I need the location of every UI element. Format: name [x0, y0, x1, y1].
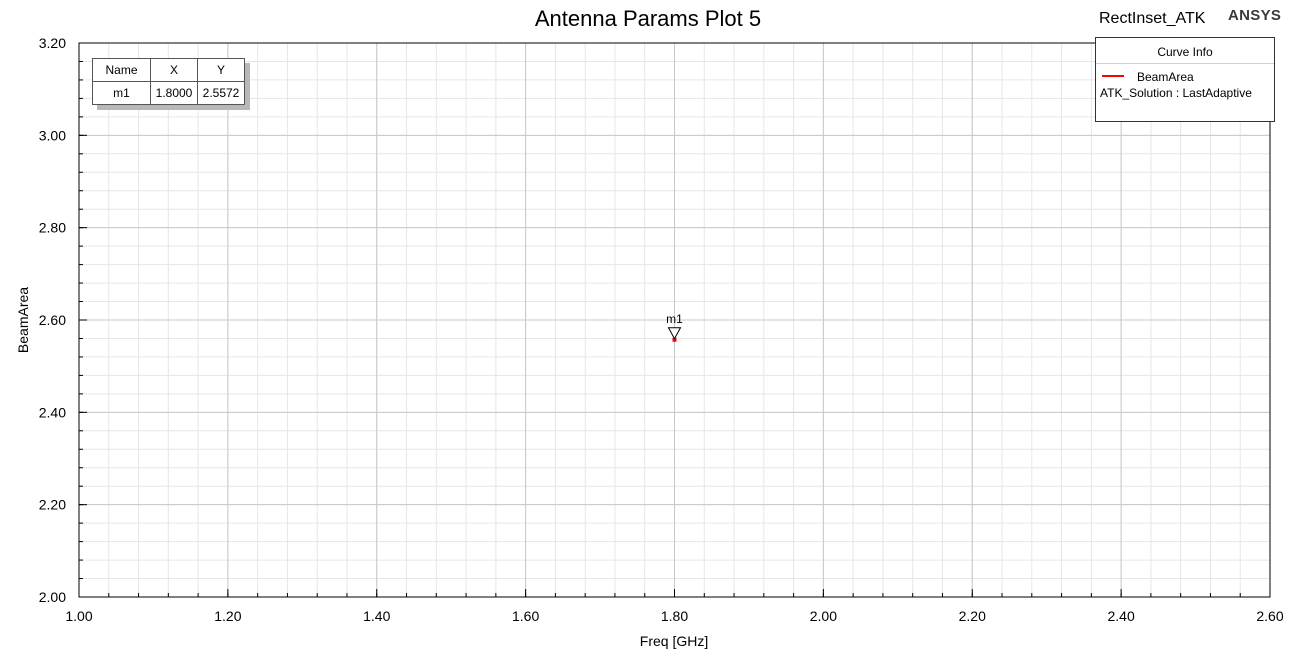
marker-table-row[interactable]: m1 1.8000 2.5572	[92, 81, 245, 105]
x-tick-label: 2.00	[810, 608, 837, 624]
marker-triangle-icon	[667, 327, 682, 340]
marker-name-cell: m1	[92, 81, 151, 105]
legend-curve-source: ATK_Solution : LastAdaptive	[1100, 86, 1252, 100]
y-tick-labels: 2.00 2.20 2.40 2.60 2.80 3.00 3.20	[39, 35, 66, 605]
marker-y-cell: 2.5572	[197, 81, 245, 105]
axis-ticks	[78, 42, 1271, 598]
x-tick-label: 2.60	[1256, 608, 1283, 624]
legend-entry-beamarea[interactable]: BeamArea	[1096, 69, 1274, 87]
x-tick-label: 1.00	[65, 608, 92, 624]
x-tick-label: 2.40	[1108, 608, 1135, 624]
major-grid	[79, 43, 1270, 597]
marker-x-cell: 1.8000	[150, 81, 198, 105]
marker-table[interactable]: Name X Y m1 1.8000 2.5572	[92, 58, 245, 105]
marker-table-header: Name X Y	[92, 58, 245, 82]
project-name: RectInset_ATK	[1099, 10, 1206, 27]
y-tick-label: 2.40	[39, 404, 66, 420]
marker-table-header-name: Name	[92, 58, 151, 82]
x-axis-label: Freq [GHz]	[640, 633, 708, 649]
y-tick-label: 2.00	[39, 589, 66, 605]
brand-logo: ANSYS	[1228, 7, 1282, 24]
marker-table-header-y: Y	[197, 58, 245, 82]
x-tick-labels: 1.00 1.20 1.40 1.60 1.80 2.00 2.20 2.40 2.60	[65, 608, 1283, 624]
curve-info-legend[interactable]: Curve Info BeamArea ATK_Solution : LastA…	[1095, 37, 1275, 122]
legend-curve-name: BeamArea	[1137, 70, 1194, 84]
y-tick-label: 2.80	[39, 220, 66, 236]
y-tick-label: 3.20	[39, 35, 66, 51]
marker-label: m1	[666, 312, 683, 326]
x-tick-label: 2.20	[959, 608, 986, 624]
marker-table-header-x: X	[150, 58, 198, 82]
curve-info-header: Curve Info	[1096, 38, 1274, 64]
x-tick-label: 1.60	[512, 608, 539, 624]
x-tick-label: 1.40	[363, 608, 390, 624]
plot-title: Antenna Params Plot 5	[534, 6, 762, 31]
x-tick-label: 1.20	[214, 608, 241, 624]
y-tick-label: 2.60	[39, 312, 66, 328]
y-axis-label: BeamArea	[15, 287, 31, 353]
marker-layer: m1	[666, 312, 683, 340]
legend-swatch	[1102, 75, 1124, 77]
y-tick-label: 3.00	[39, 127, 66, 143]
x-tick-label: 1.80	[661, 608, 688, 624]
y-tick-label: 2.20	[39, 497, 66, 513]
